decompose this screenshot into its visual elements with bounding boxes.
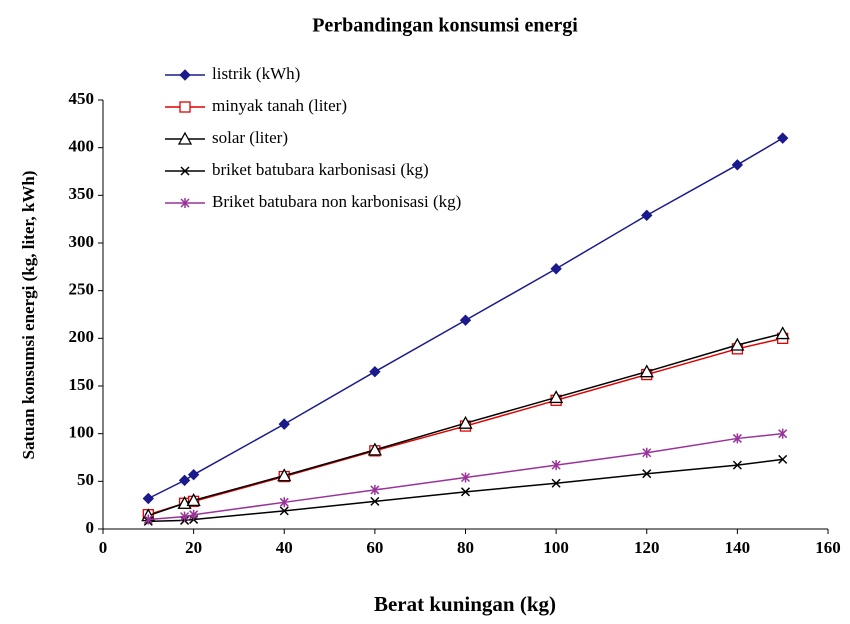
legend-label: listrik (kWh) (212, 64, 300, 83)
chart-title: Perbandingan konsumsi energi (312, 15, 578, 37)
x-tick-label: 100 (543, 538, 569, 557)
marker (731, 159, 744, 171)
marker (550, 263, 562, 275)
y-tick-label: 300 (69, 232, 95, 251)
y-tick-label: 250 (69, 280, 95, 299)
marker (460, 487, 471, 497)
marker (732, 433, 742, 444)
marker (778, 454, 788, 464)
x-tick-label: 140 (725, 538, 751, 557)
legend-label: briket batubara karbonisasi (kg) (212, 160, 429, 179)
marker (178, 474, 191, 487)
x-tick-label: 160 (815, 538, 841, 557)
y-tick-label: 350 (69, 184, 95, 203)
x-tick-label: 20 (185, 538, 202, 557)
legend-label: solar (liter) (212, 128, 288, 147)
marker (370, 484, 380, 495)
y-tick-label: 50 (77, 470, 94, 489)
marker (279, 506, 289, 516)
marker (186, 493, 201, 507)
marker (369, 365, 381, 378)
marker (179, 69, 191, 81)
marker (639, 364, 654, 378)
marker (732, 460, 742, 470)
marker (278, 418, 290, 430)
marker (189, 509, 199, 520)
marker (277, 468, 292, 482)
x-tick-label: 40 (276, 538, 293, 557)
x-tick-label: 80 (457, 538, 474, 557)
marker (778, 428, 788, 439)
marker (180, 198, 190, 208)
marker (179, 101, 191, 113)
marker (143, 514, 153, 525)
series-line (148, 432, 783, 521)
marker (180, 511, 190, 522)
legend-label: Briket batubara non karbonisasi (kg) (212, 192, 461, 211)
y-tick-label: 450 (69, 89, 95, 108)
marker (279, 497, 289, 508)
y-tick-label: 200 (69, 327, 95, 346)
marker (367, 442, 382, 456)
marker (776, 132, 789, 144)
series-line (147, 137, 784, 500)
x-tick-label: 60 (366, 538, 383, 557)
marker (177, 131, 193, 145)
marker (775, 326, 790, 340)
y-tick-label: 0 (86, 518, 95, 537)
marker (551, 478, 561, 488)
marker (549, 390, 564, 404)
marker (180, 166, 190, 176)
y-tick-label: 150 (69, 375, 95, 394)
legend-label: minyak tanah (liter) (212, 96, 347, 115)
x-axis-label: Berat kuningan (kg) (374, 592, 556, 616)
marker (458, 415, 473, 429)
y-axis-label: Satuan konsumsi energi (kg, liter, kWh) (19, 171, 38, 460)
marker (642, 469, 652, 479)
marker (730, 337, 745, 351)
marker (551, 460, 561, 471)
marker (459, 314, 472, 326)
series-line (148, 458, 783, 523)
x-tick-label: 0 (99, 538, 108, 557)
marker (641, 209, 653, 222)
marker (142, 492, 155, 505)
marker (460, 472, 471, 483)
marker (370, 496, 380, 506)
marker (187, 468, 200, 481)
y-tick-label: 400 (69, 137, 95, 156)
y-tick-label: 100 (69, 423, 95, 442)
x-tick-label: 120 (634, 538, 660, 557)
marker (642, 447, 652, 458)
